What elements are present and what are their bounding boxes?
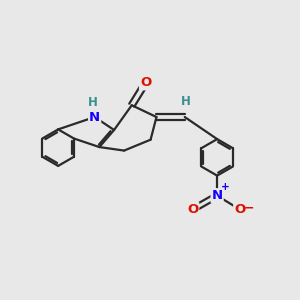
Text: O: O: [234, 203, 245, 216]
Text: −: −: [244, 202, 254, 214]
Text: H: H: [180, 95, 190, 108]
Text: O: O: [187, 203, 198, 216]
Text: H: H: [88, 96, 98, 110]
Text: O: O: [140, 76, 151, 89]
Text: +: +: [221, 182, 230, 192]
Text: N: N: [89, 110, 100, 124]
Text: N: N: [212, 189, 223, 202]
